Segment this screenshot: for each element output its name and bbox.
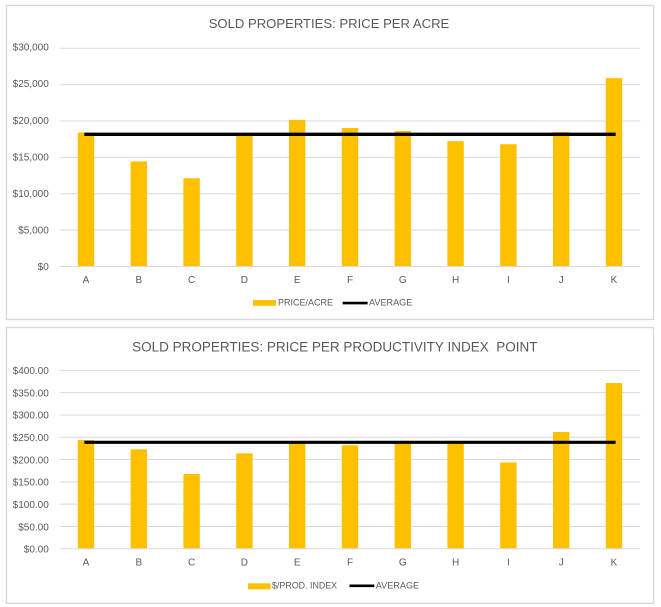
- svg-text:A: A: [83, 557, 90, 568]
- svg-text:$150.00: $150.00: [13, 478, 50, 489]
- svg-text:$15,000: $15,000: [13, 152, 50, 163]
- svg-text:$30,000: $30,000: [13, 43, 50, 54]
- svg-text:$20,000: $20,000: [13, 116, 50, 127]
- svg-text:B: B: [135, 275, 142, 286]
- svg-text:H: H: [452, 275, 459, 286]
- svg-text:C: C: [188, 557, 195, 568]
- svg-text:H: H: [452, 557, 459, 568]
- svg-text:B: B: [135, 557, 142, 568]
- svg-text:E: E: [294, 557, 301, 568]
- svg-text:D: D: [241, 557, 248, 568]
- svg-text:PRICE/ACRE: PRICE/ACRE: [278, 298, 333, 308]
- svg-text:$300.00: $300.00: [13, 411, 50, 422]
- svg-text:$0.00: $0.00: [24, 545, 49, 556]
- svg-text:G: G: [399, 557, 407, 568]
- svg-text:$250.00: $250.00: [13, 433, 50, 444]
- svg-text:I: I: [507, 557, 510, 568]
- svg-text:K: K: [611, 557, 618, 568]
- svg-text:F: F: [347, 275, 353, 286]
- svg-text:G: G: [399, 275, 407, 286]
- svg-text:$50.00: $50.00: [18, 522, 49, 533]
- svg-text:D: D: [241, 275, 248, 286]
- svg-text:J: J: [559, 557, 564, 568]
- svg-text:C: C: [188, 275, 195, 286]
- svg-text:$25,000: $25,000: [13, 79, 50, 90]
- svg-text:SOLD PROPERTIES: PRICE PER ACR: SOLD PROPERTIES: PRICE PER ACRE: [209, 16, 450, 31]
- svg-text:I: I: [507, 275, 510, 286]
- svg-text:A: A: [83, 275, 90, 286]
- svg-text:$0: $0: [38, 262, 50, 273]
- svg-text:E: E: [294, 275, 301, 286]
- svg-text:$10,000: $10,000: [13, 189, 50, 200]
- svg-text:$/PROD. INDEX: $/PROD. INDEX: [272, 581, 337, 591]
- svg-text:K: K: [611, 275, 618, 286]
- svg-text:$200.00: $200.00: [13, 455, 50, 466]
- svg-text:$5,000: $5,000: [18, 226, 49, 237]
- svg-text:J: J: [559, 275, 564, 286]
- svg-text:$350.00: $350.00: [13, 388, 50, 399]
- svg-text:$100.00: $100.00: [13, 500, 50, 511]
- svg-text:AVERAGE: AVERAGE: [376, 581, 419, 591]
- svg-text:F: F: [347, 557, 353, 568]
- svg-text:$400.00: $400.00: [13, 366, 50, 377]
- svg-text:SOLD PROPERTIES: PRICE PER PRO: SOLD PROPERTIES: PRICE PER PRODUCTIVITY …: [132, 339, 537, 354]
- svg-text:AVERAGE: AVERAGE: [369, 298, 412, 308]
